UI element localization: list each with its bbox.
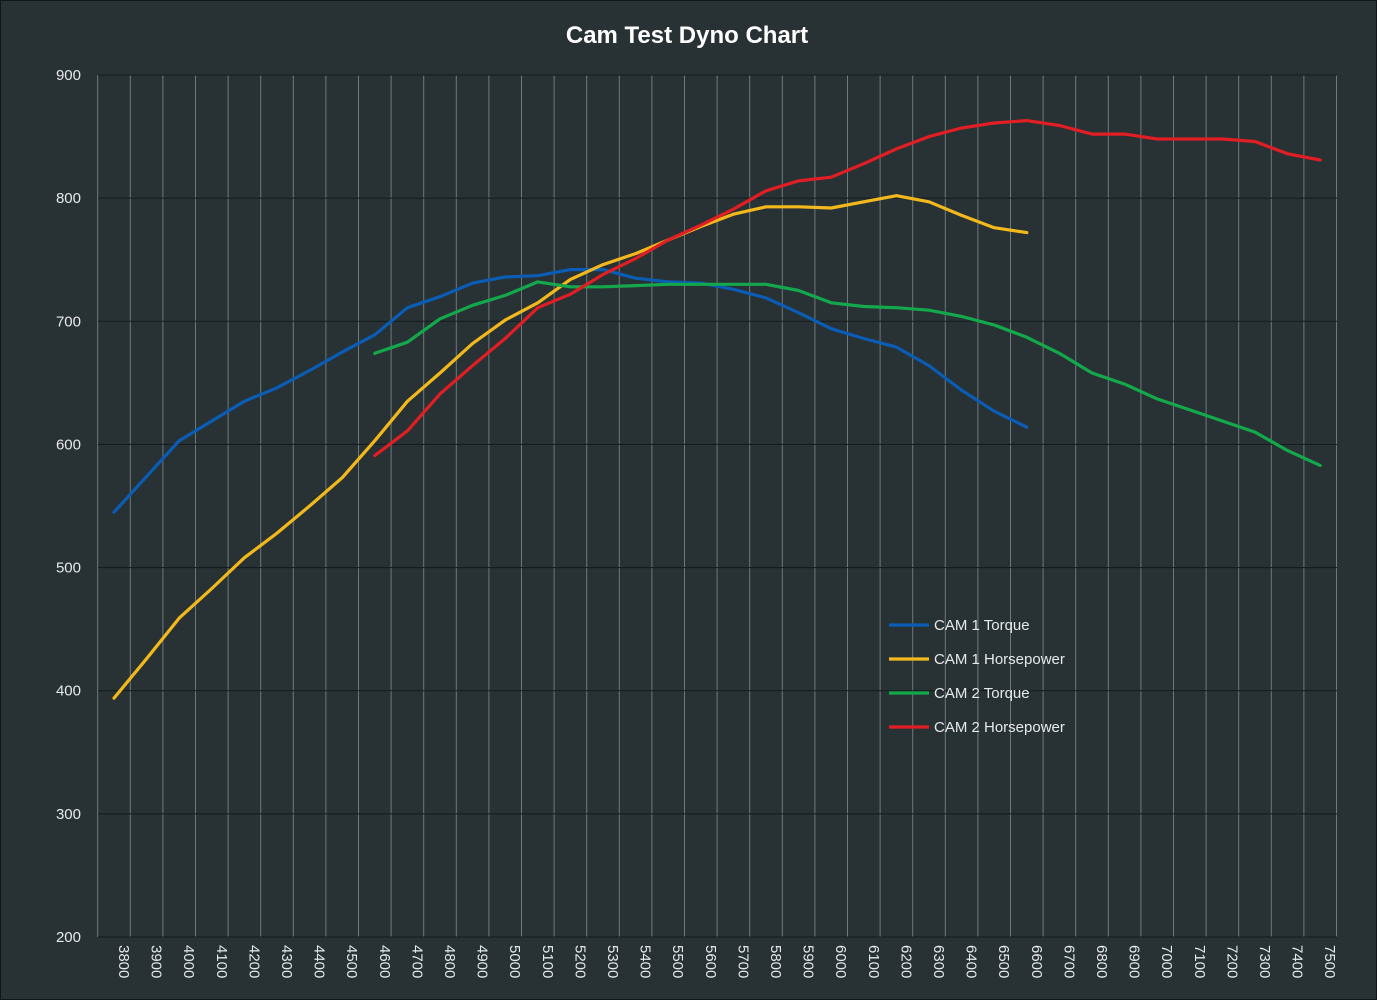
y-axis-tick-labels: 200 300 400 500 600 700 800 900 <box>56 67 81 946</box>
legend-label-cam-2-torque: CAM 2 Torque <box>934 685 1030 702</box>
x-tick-label: 4900 <box>474 945 491 978</box>
x-tick-label: 5300 <box>604 945 621 978</box>
x-tick-label: 6700 <box>1060 945 1077 978</box>
x-tick-label: 5900 <box>800 945 817 978</box>
y-tick-label: 500 <box>56 560 81 577</box>
series-lines <box>112 118 1322 700</box>
y-tick-label: 900 <box>56 67 81 84</box>
x-tick-label: 5200 <box>571 945 588 978</box>
x-tick-label: 3800 <box>115 945 132 978</box>
x-tick-label: 7100 <box>1191 945 1208 978</box>
x-tick-label: 7200 <box>1223 945 1240 978</box>
x-axis-tick-labels: 3800 3900 4000 4100 4200 4300 4400 4500 4600 4700… <box>115 945 1338 978</box>
x-tick-label: 5700 <box>734 945 751 978</box>
x-tick-label: 5600 <box>702 945 719 978</box>
y-tick-label: 700 <box>56 313 81 330</box>
legend-label-cam-1-horsepower: CAM 1 Horsepower <box>934 651 1065 668</box>
y-tick-label: 300 <box>56 806 81 823</box>
x-tick-label: 4500 <box>343 945 360 978</box>
y-tick-label: 200 <box>56 929 81 946</box>
series-line-cam-2-torque <box>373 280 1322 467</box>
x-tick-label: 4100 <box>213 945 230 978</box>
x-tick-label: 6300 <box>930 945 947 978</box>
x-tick-label: 7000 <box>1158 945 1175 978</box>
legend-label-cam-1-torque: CAM 1 Torque <box>934 617 1030 634</box>
x-tick-label: 6200 <box>897 945 914 978</box>
x-tick-label: 6000 <box>832 945 849 978</box>
x-tick-label: 5100 <box>539 945 556 978</box>
y-tick-label: 600 <box>56 436 81 453</box>
x-tick-label: 7500 <box>1321 945 1338 978</box>
chart-title: Cam Test Dyno Chart <box>566 22 808 49</box>
x-tick-label: 7300 <box>1256 945 1273 978</box>
x-tick-label: 4800 <box>441 945 458 978</box>
series-line-cam-1-torque <box>112 268 1029 514</box>
y-tick-label: 400 <box>56 683 81 700</box>
series-line-cam-1-horsepower <box>112 194 1029 700</box>
x-tick-label: 4400 <box>311 945 328 978</box>
x-tick-label: 6600 <box>1028 945 1045 978</box>
x-tick-label: 6400 <box>963 945 980 978</box>
x-tick-label: 4700 <box>408 945 425 978</box>
vertical-gridlines <box>97 75 1337 937</box>
x-tick-label: 3900 <box>148 945 165 978</box>
x-tick-label: 6800 <box>1093 945 1110 978</box>
x-tick-label: 5500 <box>669 945 686 978</box>
x-tick-label: 4000 <box>180 945 197 978</box>
legend-label-cam-2-horsepower: CAM 2 Horsepower <box>934 719 1065 736</box>
horizontal-gridlines <box>98 74 1337 938</box>
x-tick-label: 5000 <box>506 945 523 978</box>
x-tick-label: 6900 <box>1126 945 1143 978</box>
y-tick-label: 800 <box>56 190 81 207</box>
x-tick-label: 7400 <box>1289 945 1306 978</box>
x-tick-label: 6500 <box>995 945 1012 978</box>
x-tick-label: 4600 <box>376 945 393 978</box>
x-tick-label: 6100 <box>865 945 882 978</box>
x-tick-label: 5400 <box>637 945 654 978</box>
series-line-cam-2-horsepower <box>373 118 1322 458</box>
x-tick-label: 4300 <box>278 945 295 978</box>
x-tick-label: 4200 <box>245 945 262 978</box>
legend: CAM 1 Torque CAM 1 Horsepower CAM 2 Torque… <box>889 617 1065 736</box>
x-tick-label: 5800 <box>767 945 784 978</box>
